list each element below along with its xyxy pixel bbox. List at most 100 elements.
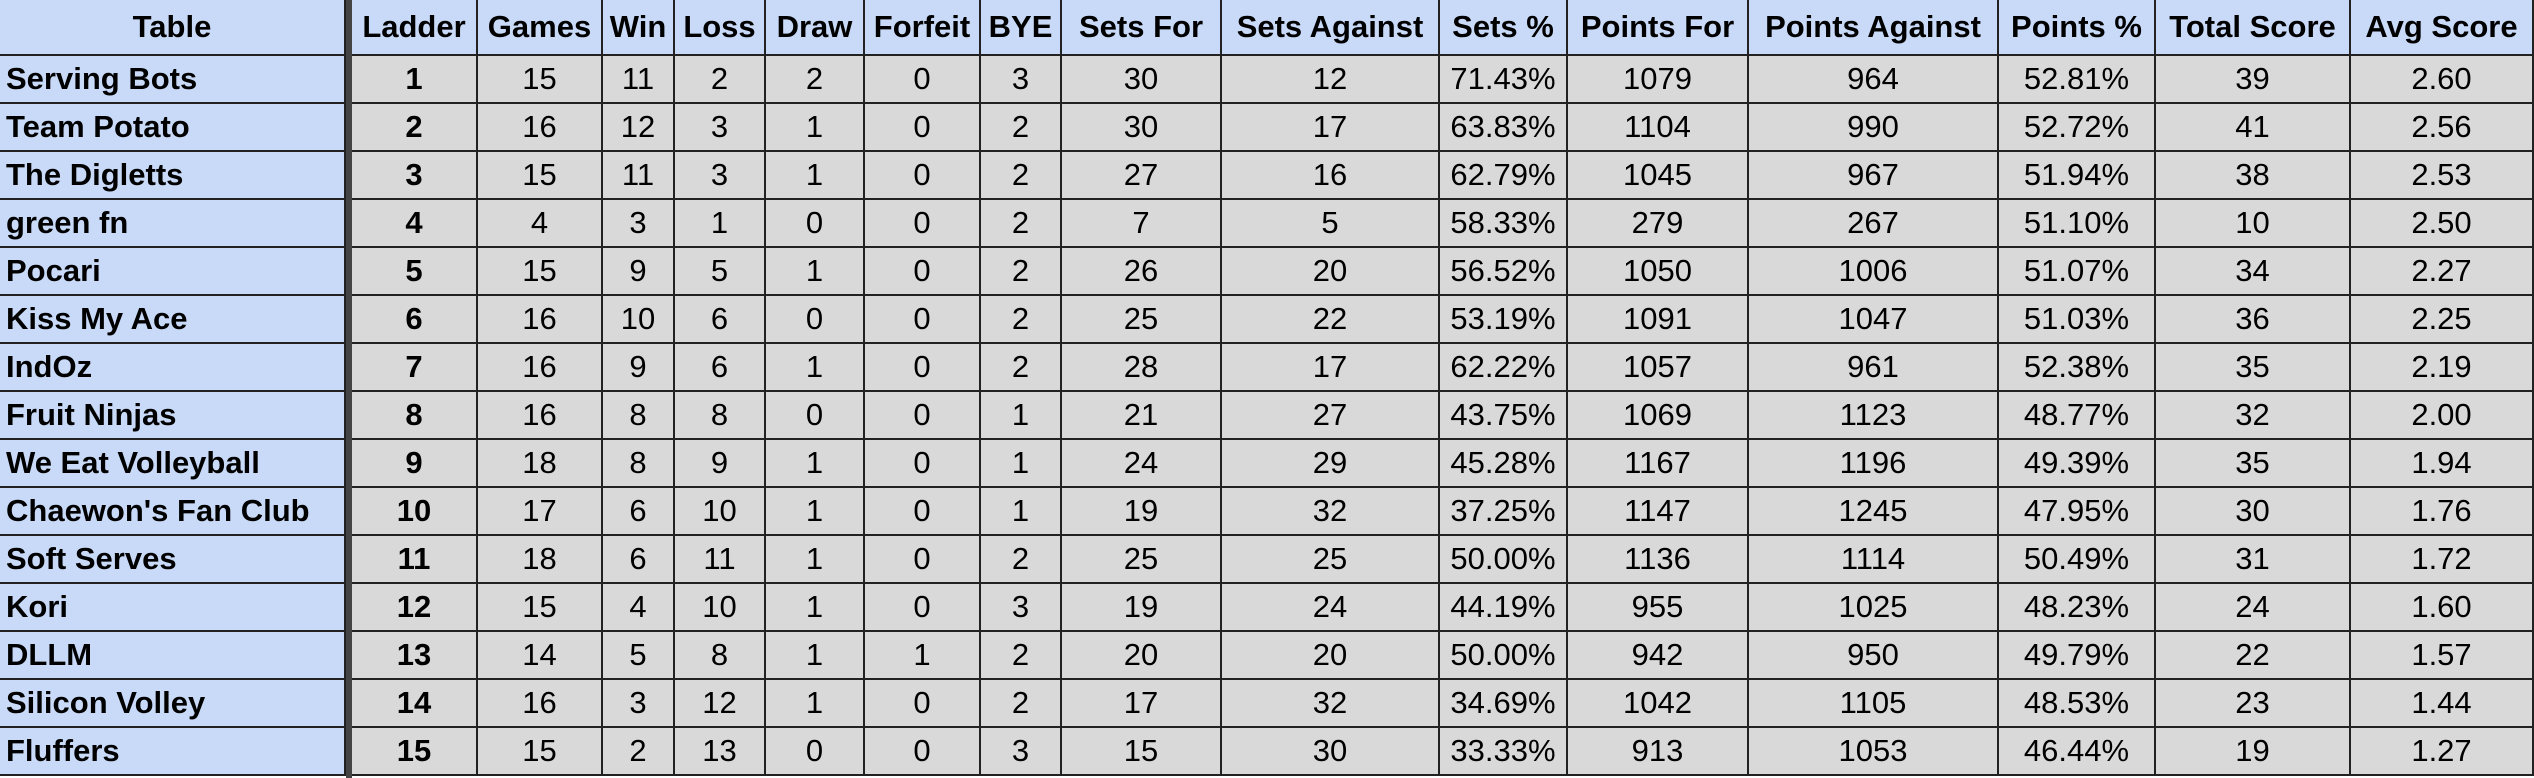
stat-cell: 51.94% <box>1999 152 2156 200</box>
stat-cell: 21 <box>1062 392 1222 440</box>
stat-cell: 16 <box>478 392 603 440</box>
stat-cell: 44.19% <box>1440 584 1568 632</box>
header-cell: Sets For <box>1062 0 1222 56</box>
header-cell: Points For <box>1568 0 1749 56</box>
stat-cell: 32 <box>1222 488 1440 536</box>
stat-cell: 51.10% <box>1999 200 2156 248</box>
stat-cell: 0 <box>865 728 981 776</box>
stat-cell: 2.19 <box>2351 344 2534 392</box>
stat-cell: 1 <box>766 440 865 488</box>
stat-cell: 48.77% <box>1999 392 2156 440</box>
header-cell: Ladder <box>352 0 478 56</box>
stat-cell: 0 <box>865 584 981 632</box>
stat-cell: 0 <box>865 392 981 440</box>
stat-cell: 5 <box>1222 200 1440 248</box>
stat-cell: 52.81% <box>1999 56 2156 104</box>
stat-cell: 0 <box>865 440 981 488</box>
stat-cell: 2 <box>981 200 1062 248</box>
stat-cell: 15 <box>352 728 478 776</box>
stat-cell: 1.27 <box>2351 728 2534 776</box>
stat-cell: 63.83% <box>1440 104 1568 152</box>
stat-cell: 2 <box>981 152 1062 200</box>
stat-cell: 8 <box>603 392 675 440</box>
stat-cell: 1053 <box>1749 728 1999 776</box>
stat-cell: 3 <box>603 200 675 248</box>
stat-cell: 30 <box>1062 104 1222 152</box>
stat-cell: 31 <box>2156 536 2351 584</box>
stat-cell: 16 <box>478 296 603 344</box>
stat-cell: 56.52% <box>1440 248 1568 296</box>
stat-cell: 15 <box>478 152 603 200</box>
team-name: Fruit Ninjas <box>0 392 346 440</box>
team-name: green fn <box>0 200 346 248</box>
stat-cell: 6 <box>352 296 478 344</box>
stat-cell: 1104 <box>1568 104 1749 152</box>
stat-cell: 38 <box>2156 152 2351 200</box>
stat-cell: 3 <box>603 680 675 728</box>
stat-cell: 24 <box>1222 584 1440 632</box>
stat-cell: 3 <box>981 56 1062 104</box>
team-name: Chaewon's Fan Club <box>0 488 346 536</box>
stat-cell: 49.79% <box>1999 632 2156 680</box>
stat-cell: 0 <box>865 104 981 152</box>
stat-cell: 11 <box>352 536 478 584</box>
stat-cell: 2.00 <box>2351 392 2534 440</box>
stat-cell: 49.39% <box>1999 440 2156 488</box>
stat-cell: 0 <box>865 680 981 728</box>
stat-cell: 50.00% <box>1440 536 1568 584</box>
stat-cell: 62.79% <box>1440 152 1568 200</box>
stat-cell: 0 <box>865 200 981 248</box>
stat-cell: 15 <box>478 56 603 104</box>
stat-cell: 15 <box>478 728 603 776</box>
stat-cell: 16 <box>478 680 603 728</box>
stat-cell: 62.22% <box>1440 344 1568 392</box>
stat-cell: 964 <box>1749 56 1999 104</box>
stat-cell: 4 <box>478 200 603 248</box>
stat-cell: 1.57 <box>2351 632 2534 680</box>
stat-cell: 2 <box>352 104 478 152</box>
stat-cell: 48.53% <box>1999 680 2156 728</box>
stat-cell: 13 <box>352 632 478 680</box>
stat-cell: 19 <box>1062 584 1222 632</box>
stat-cell: 16 <box>1222 152 1440 200</box>
header-cell: Draw <box>766 0 865 56</box>
stat-cell: 12 <box>1222 56 1440 104</box>
stat-cell: 10 <box>603 296 675 344</box>
stat-cell: 2 <box>981 296 1062 344</box>
stat-cell: 1091 <box>1568 296 1749 344</box>
header-cell: Sets Against <box>1222 0 1440 56</box>
team-name: Team Potato <box>0 104 346 152</box>
stat-cell: 1057 <box>1568 344 1749 392</box>
stat-cell: 8 <box>352 392 478 440</box>
stat-cell: 58.33% <box>1440 200 1568 248</box>
column-separator <box>346 0 352 778</box>
stat-cell: 2.27 <box>2351 248 2534 296</box>
stat-cell: 1047 <box>1749 296 1999 344</box>
stat-cell: 11 <box>675 536 766 584</box>
stat-cell: 2 <box>981 104 1062 152</box>
stat-cell: 8 <box>675 392 766 440</box>
header-cell: Games <box>478 0 603 56</box>
stat-cell: 1 <box>981 392 1062 440</box>
stat-cell: 34 <box>2156 248 2351 296</box>
stat-cell: 25 <box>1062 296 1222 344</box>
stat-cell: 12 <box>675 680 766 728</box>
stat-cell: 1.60 <box>2351 584 2534 632</box>
stat-cell: 51.03% <box>1999 296 2156 344</box>
stat-cell: 29 <box>1222 440 1440 488</box>
stat-cell: 3 <box>352 152 478 200</box>
stat-cell: 28 <box>1062 344 1222 392</box>
team-name: The Digletts <box>0 152 346 200</box>
stat-cell: 1 <box>981 488 1062 536</box>
stat-cell: 12 <box>352 584 478 632</box>
stat-cell: 10 <box>675 584 766 632</box>
stat-cell: 15 <box>478 248 603 296</box>
stat-cell: 0 <box>865 536 981 584</box>
stat-cell: 45.28% <box>1440 440 1568 488</box>
stat-cell: 19 <box>1062 488 1222 536</box>
stat-cell: 2 <box>981 632 1062 680</box>
stat-cell: 10 <box>352 488 478 536</box>
stat-cell: 6 <box>675 344 766 392</box>
stat-cell: 1006 <box>1749 248 1999 296</box>
